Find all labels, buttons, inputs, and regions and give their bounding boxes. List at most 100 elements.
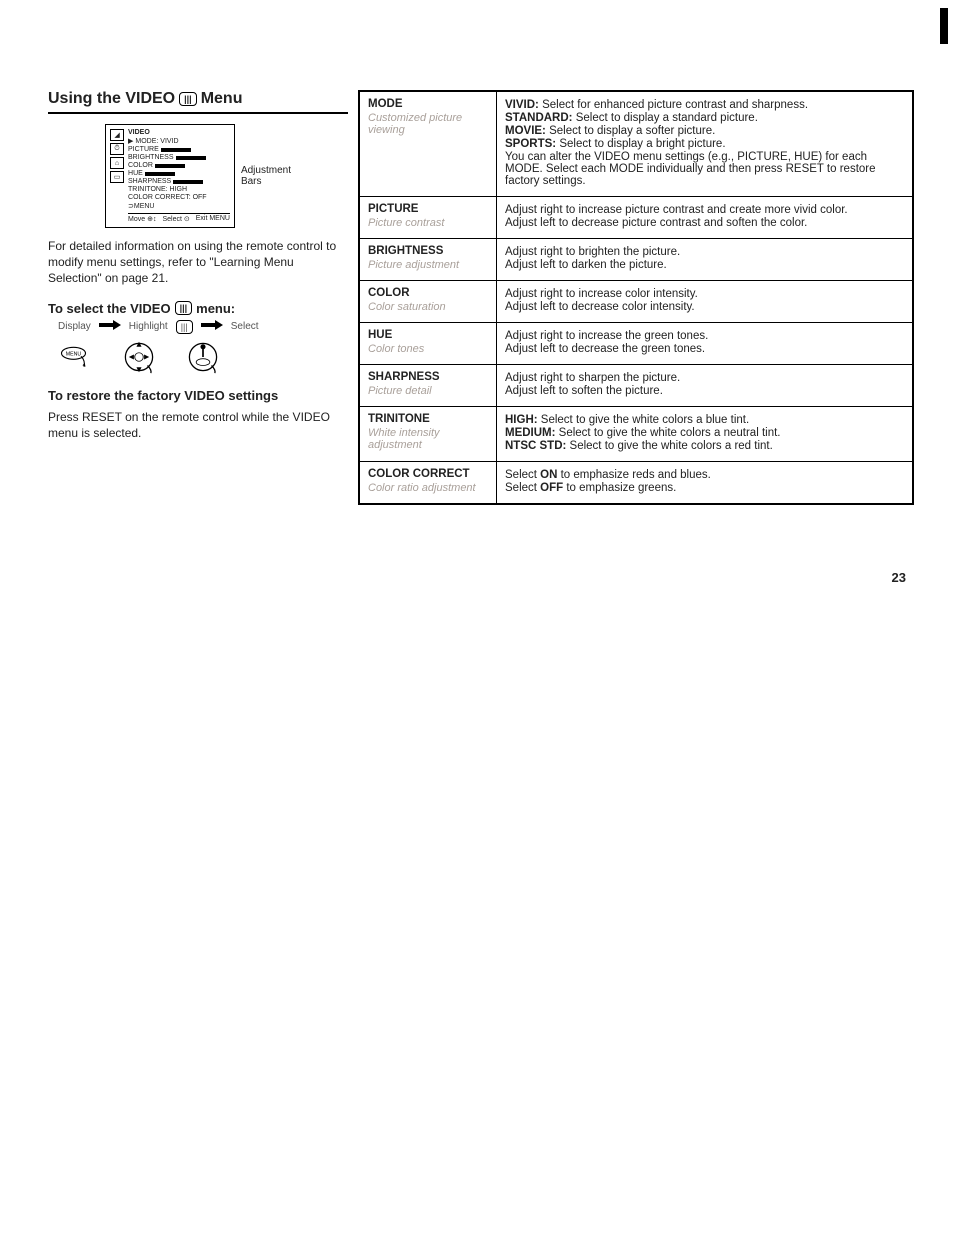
setting-name-cell: HUE Color tones xyxy=(359,323,497,365)
setting-desc-line: Adjust left to decrease color intensity. xyxy=(505,301,904,313)
page-corner-mark xyxy=(940,8,948,44)
setting-desc-cell: HIGH: Select to give the white colors a … xyxy=(497,407,914,462)
setting-desc-line: Adjust right to increase picture contras… xyxy=(505,204,904,216)
intro-paragraph: For detailed information on using the re… xyxy=(48,238,348,287)
setting-name-cell: SHARPNESS Picture detail xyxy=(359,365,497,407)
joystick-icon xyxy=(186,340,220,374)
arrow-icon-1 xyxy=(99,320,121,333)
osd-side-label: Adjustment Bars xyxy=(241,165,291,187)
osd-title: VIDEO xyxy=(128,129,230,136)
table-row: COLOR Color saturation Adjust right to inc… xyxy=(359,281,913,323)
setting-name: TRINITONE xyxy=(368,413,488,425)
setting-desc-cell: Adjust right to increase the green tones… xyxy=(497,323,914,365)
setting-subtitle: Picture contrast xyxy=(368,217,488,229)
osd-bottom-move: Move ⊕↕ xyxy=(128,215,156,223)
osd-lines: VIDEO ▶MODE: VIVID PICTURE BRIGHTNESS CO… xyxy=(128,129,230,223)
table-row: TRINITONE White intensity adjustment HIGH:… xyxy=(359,407,913,462)
setting-subtitle: Color saturation xyxy=(368,301,488,313)
setting-desc-line: Adjust left to soften the picture. xyxy=(505,385,904,397)
setting-desc-line: Adjust right to increase color intensity… xyxy=(505,288,904,300)
osd-bottom-exit: Exit MENU xyxy=(196,215,230,223)
settings-table: MODE Customized picture viewing VIVID: Sel… xyxy=(358,90,914,505)
setting-desc-line: SPORTS: Select to display a bright pictu… xyxy=(505,138,904,150)
setting-desc-line: Adjust right to increase the green tones… xyxy=(505,330,904,342)
steps-row: Display Highlight ||| Select xyxy=(58,320,348,334)
setting-desc-cell: Adjust right to increase picture contras… xyxy=(497,197,914,239)
table-row: SHARPNESS Picture detail Adjust right to s… xyxy=(359,365,913,407)
step-display: Display xyxy=(58,321,91,332)
setting-name: MODE xyxy=(368,98,488,110)
step-select: Select xyxy=(231,321,259,332)
setting-desc-line: Adjust left to darken the picture. xyxy=(505,259,904,271)
osd-row-mode: ▶MODE: VIVID xyxy=(128,137,230,145)
page-title-prefix: Using the VIDEO xyxy=(48,90,175,108)
setting-desc-line: Select OFF to emphasize greens. xyxy=(505,482,904,494)
setting-desc-line: HIGH: Select to give the white colors a … xyxy=(505,414,904,426)
left-column: Using the VIDEO ||| Menu ◢ ⏱ ⌂ ▭ VIDEO ▶… xyxy=(48,90,348,505)
setting-desc-cell: Select ON to emphasize reds and blues.Se… xyxy=(497,462,914,505)
select-subheading-suffix: menu: xyxy=(196,301,235,316)
video-menu-icon-2: ||| xyxy=(175,301,193,315)
side-label-1: Adjustment xyxy=(241,165,291,176)
setting-subtitle: Customized picture viewing xyxy=(368,112,488,136)
page-content: Using the VIDEO ||| Menu ◢ ⏱ ⌂ ▭ VIDEO ▶… xyxy=(0,0,954,505)
osd-row-color: COLOR xyxy=(128,162,230,169)
osd-row-picture: PICTURE xyxy=(128,146,230,153)
setting-name-cell: COLOR Color saturation xyxy=(359,281,497,323)
setting-desc-cell: VIVID: Select for enhanced picture contr… xyxy=(497,91,914,197)
restore-paragraph: Press RESET on the remote control while … xyxy=(48,409,348,441)
osd-bottom-select: Select ⊙ xyxy=(162,215,189,223)
table-row: COLOR CORRECTColor ratio adjustmentSelec… xyxy=(359,462,913,505)
setting-name: HUE xyxy=(368,329,488,341)
setting-subtitle: Color ratio adjustment xyxy=(368,482,488,494)
osd-row-sharpness: SHARPNESS xyxy=(128,178,230,185)
page-title-suffix: Menu xyxy=(201,90,243,108)
setting-desc-line: Adjust left to decrease the green tones. xyxy=(505,343,904,355)
osd-icon-3: ⌂ xyxy=(110,157,124,169)
setting-subtitle: White intensity adjustment xyxy=(368,427,488,451)
select-subheading-prefix: To select the VIDEO xyxy=(48,301,171,316)
setting-desc-line: You can alter the VIDEO menu settings (e… xyxy=(505,151,904,187)
setting-desc-line: Select ON to emphasize reds and blues. xyxy=(505,469,904,481)
setting-desc-line: NTSC STD: Select to give the white color… xyxy=(505,440,904,452)
setting-name-cell: BRIGHTNESS Picture adjustment xyxy=(359,239,497,281)
osd-icon-2: ⏱ xyxy=(110,143,124,155)
remote-icons-row: MENU xyxy=(58,340,348,374)
osd-row-colorcorrect: COLOR CORRECT: OFF xyxy=(128,194,230,201)
osd-row-menu: ⊃MENU xyxy=(128,202,230,210)
setting-desc-line: Adjust right to brighten the picture. xyxy=(505,246,904,258)
osd-row-brightness: BRIGHTNESS xyxy=(128,154,230,161)
setting-name: BRIGHTNESS xyxy=(368,245,488,257)
table-row: MODE Customized picture viewing VIVID: Sel… xyxy=(359,91,913,197)
setting-name-cell: MODE Customized picture viewing xyxy=(359,91,497,197)
table-row: HUE Color tones Adjust right to increase t… xyxy=(359,323,913,365)
setting-subtitle: Picture adjustment xyxy=(368,259,488,271)
svg-text:MENU: MENU xyxy=(66,351,82,357)
step-highlight: Highlight xyxy=(129,321,168,332)
right-column: MODE Customized picture viewing VIVID: Sel… xyxy=(358,90,914,505)
restore-subheading: To restore the factory VIDEO settings xyxy=(48,388,348,403)
osd-diagram: ◢ ⏱ ⌂ ▭ VIDEO ▶MODE: VIVID PICTURE BRIGH… xyxy=(48,124,348,228)
dpad-icon xyxy=(122,340,156,374)
setting-name: SHARPNESS xyxy=(368,371,488,383)
setting-desc-cell: Adjust right to brighten the picture.Adj… xyxy=(497,239,914,281)
setting-name-cell: COLOR CORRECTColor ratio adjustment xyxy=(359,462,497,505)
setting-subtitle: Color tones xyxy=(368,343,488,355)
video-menu-icon-3: ||| xyxy=(176,320,193,334)
video-menu-icon: ||| xyxy=(179,92,197,106)
select-subheading: To select the VIDEO ||| menu: xyxy=(48,301,348,316)
page-number: 23 xyxy=(892,570,906,585)
setting-desc-line: STANDARD: Select to display a standard p… xyxy=(505,112,904,124)
osd-icon-4: ▭ xyxy=(110,171,124,183)
setting-subtitle: Picture detail xyxy=(368,385,488,397)
arrow-icon-2 xyxy=(201,320,223,333)
setting-desc-line: MEDIUM: Select to give the white colors … xyxy=(505,427,904,439)
setting-name: PICTURE xyxy=(368,203,488,215)
setting-name-cell: TRINITONE White intensity adjustment xyxy=(359,407,497,462)
menu-button-icon: MENU xyxy=(58,340,92,374)
setting-desc-cell: Adjust right to sharpen the picture.Adju… xyxy=(497,365,914,407)
osd-icon-1: ◢ xyxy=(110,129,124,141)
setting-desc-line: Adjust right to sharpen the picture. xyxy=(505,372,904,384)
osd-row-trinitone: TRINITONE: HIGH xyxy=(128,186,230,193)
setting-name: COLOR xyxy=(368,287,488,299)
